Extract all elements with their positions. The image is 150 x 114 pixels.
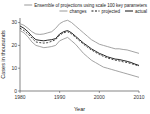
x-tick (99, 91, 100, 93)
legend-entry: Ensemble of projections using scale 100 … (24, 3, 148, 8)
chart: Ensemble of projections using scale 100 … (0, 0, 150, 114)
legend-entry: actual (125, 9, 147, 14)
y-tick (18, 45, 20, 46)
legend-handle (59, 11, 67, 12)
legend-handle (24, 5, 32, 6)
legend-handle (91, 11, 99, 12)
plot-area (20, 20, 139, 77)
x-tick-label: 2010 (133, 94, 144, 100)
legend-label: changes (69, 9, 87, 14)
legend-label: actual (135, 9, 147, 14)
x-axis-label: Year (74, 106, 85, 112)
legend-label: projected (101, 9, 120, 14)
axes: 0 10 20 30 1980 1990 2000 2010 (11, 18, 144, 100)
y-tick-label: 20 (11, 42, 17, 48)
x-tick-label: 1980 (14, 94, 25, 100)
x-tick (59, 91, 60, 93)
y-tick-label: 30 (11, 19, 17, 25)
series-line (20, 31, 139, 78)
legend-entry: projected (91, 9, 120, 14)
y-tick-label: 0 (14, 88, 17, 94)
y-axis-line (20, 18, 21, 91)
legend-handle (125, 11, 133, 12)
y-tick (18, 68, 20, 69)
legend-label: Ensemble of projections using scale 100 … (34, 3, 148, 8)
y-tick-label: 10 (11, 65, 17, 71)
y-axis-label: Cases in thousands (0, 30, 6, 79)
legend: Ensemble of projections using scale 100 … (24, 3, 148, 14)
x-axis-line (20, 91, 139, 92)
x-tick (139, 91, 140, 93)
y-tick (18, 91, 20, 92)
x-tick-label: 1990 (54, 94, 65, 100)
y-tick (18, 22, 20, 23)
legend-entry: changes (59, 9, 87, 14)
series-line (20, 26, 139, 65)
x-tick-label: 2000 (94, 94, 105, 100)
x-tick (20, 91, 21, 93)
